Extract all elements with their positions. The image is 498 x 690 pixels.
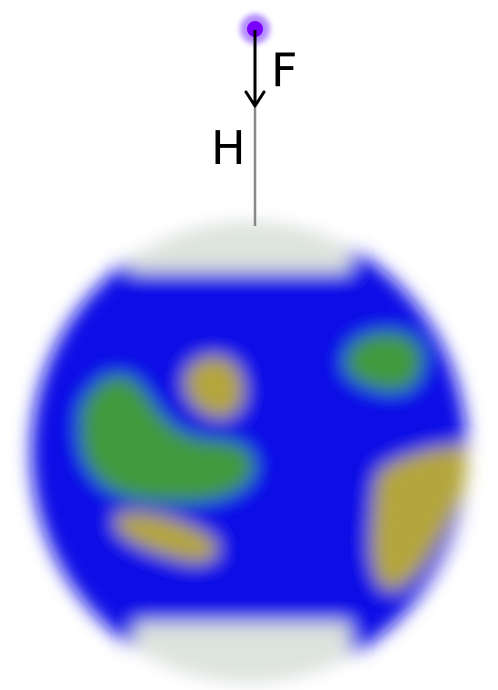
continent-lower-left xyxy=(115,511,218,563)
south-ice-cap xyxy=(135,622,350,682)
continent-right-lower xyxy=(370,445,467,591)
satellite xyxy=(247,21,263,37)
continent-left xyxy=(80,374,255,503)
continent-right-upper xyxy=(345,331,423,392)
force-arrow xyxy=(244,30,266,108)
force-label: F xyxy=(271,43,297,97)
north-ice-cap xyxy=(130,222,350,272)
continent-center-upper xyxy=(185,355,245,419)
earth xyxy=(31,222,467,682)
height-label: H xyxy=(211,121,246,175)
